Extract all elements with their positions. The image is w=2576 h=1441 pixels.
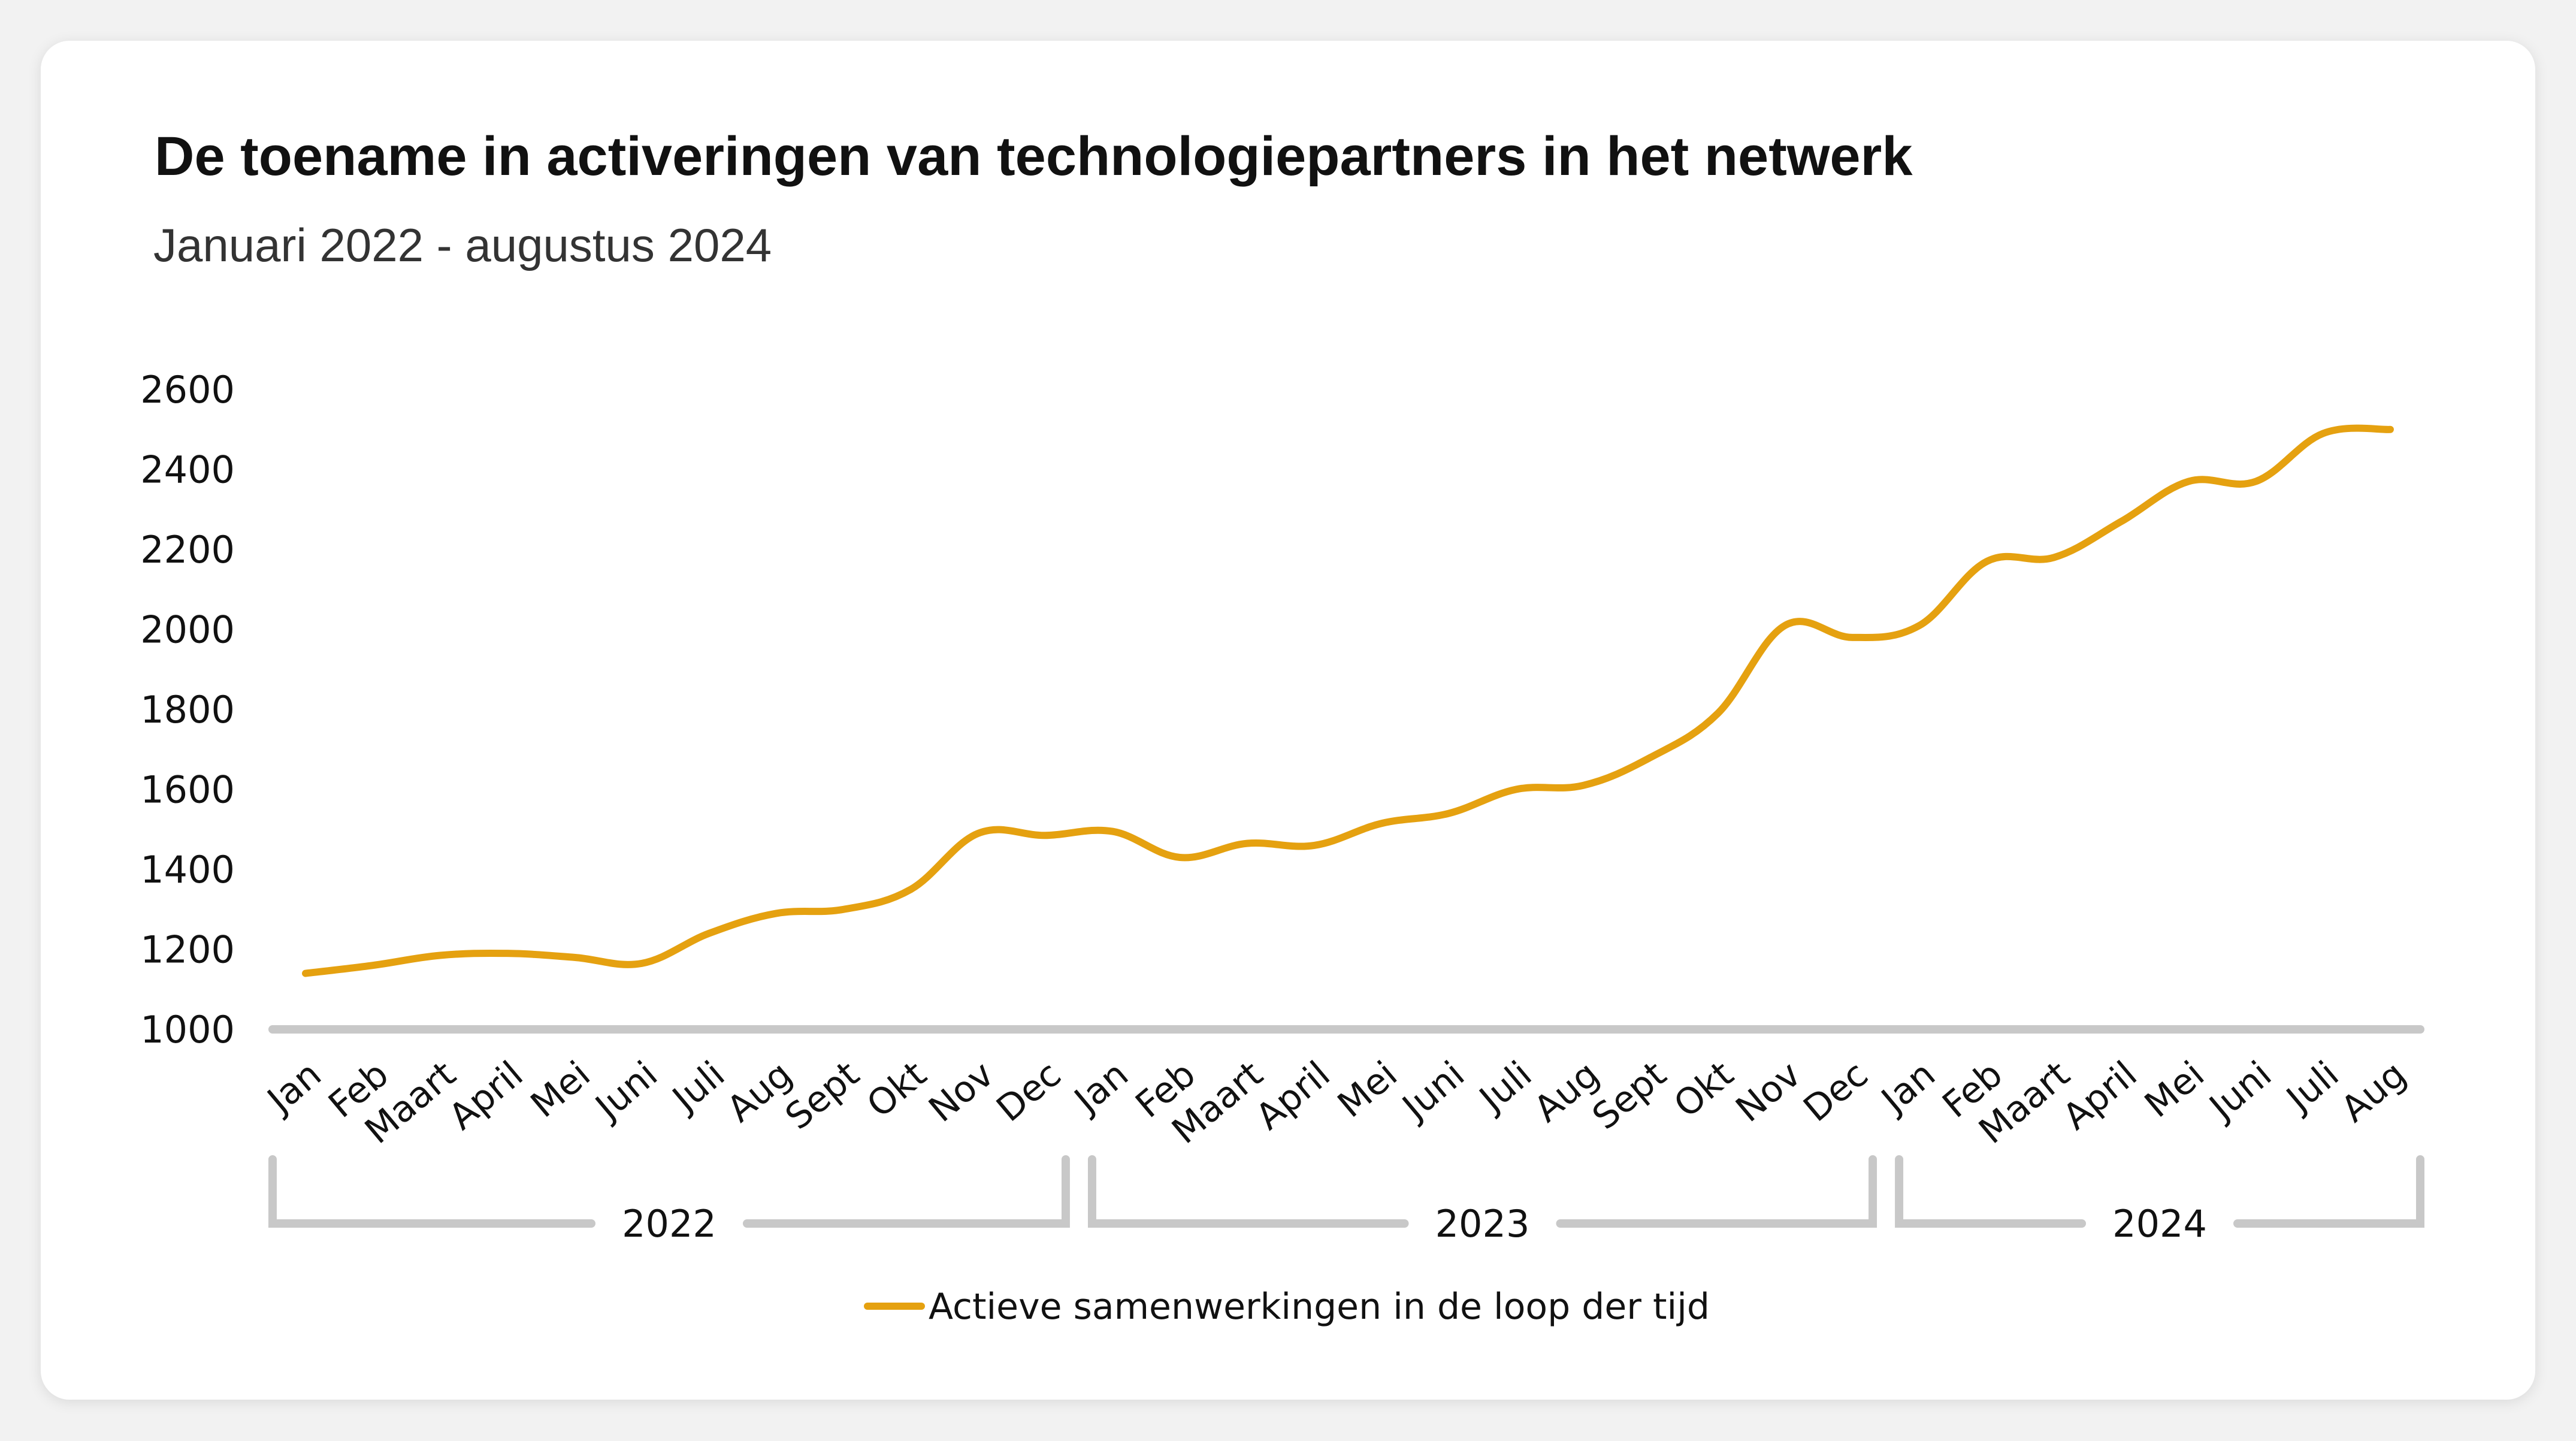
y-tick-label: 1400 — [140, 848, 235, 892]
x-tick-label: Jan — [1872, 1053, 1943, 1123]
y-tick-label: 2400 — [140, 448, 235, 492]
x-tick-label: Juli — [2277, 1053, 2347, 1121]
x-tick-label: Nov — [921, 1053, 1002, 1131]
legend: Actieve samenwerkingen in de loop der ti… — [864, 1286, 1710, 1328]
year-label: 2024 — [2112, 1202, 2207, 1246]
x-tick-label: Okt — [859, 1053, 935, 1126]
series-lines — [302, 424, 2394, 977]
x-tick-label: Mei — [1330, 1053, 1405, 1126]
y-tick-label: 1800 — [140, 688, 235, 732]
y-tick-label: 2000 — [140, 608, 235, 652]
x-tick-label: Juni — [2200, 1053, 2279, 1129]
y-tick-label: 1600 — [140, 768, 235, 812]
x-tick-label: Juni — [1393, 1053, 1473, 1129]
x-tick-label: Dec — [1796, 1053, 1876, 1130]
x-tick-label: Sept — [778, 1053, 867, 1138]
y-tick-label: 2200 — [140, 528, 235, 572]
year-group: 2022 — [268, 1155, 1070, 1246]
x-tick-label: Dec — [989, 1053, 1069, 1130]
y-tick-label: 2600 — [140, 368, 235, 412]
x-tick-label: Mei — [2137, 1053, 2212, 1126]
series-line — [302, 424, 2394, 977]
year-bracket-left — [1087, 1155, 1409, 1228]
year-group: 2023 — [1087, 1155, 1877, 1246]
x-tick-label: Okt — [1666, 1053, 1741, 1126]
x-tick-label: Juli — [663, 1053, 733, 1121]
legend-label: Actieve samenwerkingen in de loop der ti… — [929, 1286, 1710, 1328]
year-label: 2022 — [622, 1202, 716, 1246]
year-group: 2024 — [1895, 1155, 2424, 1246]
y-tick-label: 1000 — [140, 1008, 235, 1052]
x-tick-label: April — [2055, 1053, 2145, 1138]
year-bracket-right — [1556, 1155, 1877, 1228]
x-tick-label: Jan — [258, 1053, 329, 1123]
x-tick-label: Juni — [586, 1053, 666, 1129]
year-bracket-right — [742, 1155, 1070, 1228]
y-tick-label: 1200 — [140, 928, 235, 972]
year-bracket-left — [268, 1155, 595, 1228]
chart-title: De toename in activeringen van technolog… — [155, 126, 1913, 187]
y-axis-ticks: 2600 2400 2200 2000 1800 1600 1400 1200 1000 — [140, 368, 235, 1052]
x-tick-label: April — [1248, 1053, 1338, 1138]
chart-subtitle: Januari 2022 - augustus 2024 — [153, 219, 772, 271]
year-group-brackets: 2022 2023 2024 — [268, 1155, 2424, 1246]
x-tick-label: Jan — [1065, 1053, 1136, 1123]
x-tick-label: Juli — [1470, 1053, 1540, 1121]
year-bracket-right — [2233, 1155, 2424, 1228]
chart-card — [41, 41, 2535, 1400]
x-tick-label: Mei — [523, 1053, 598, 1126]
year-label: 2023 — [1435, 1202, 1530, 1246]
year-bracket-left — [1895, 1155, 2087, 1228]
x-tick-label: Sept — [1585, 1053, 1674, 1138]
x-tick-label: Nov — [1728, 1053, 1809, 1131]
x-tick-label: Aug — [2333, 1053, 2414, 1131]
x-tick-label: April — [441, 1053, 531, 1138]
